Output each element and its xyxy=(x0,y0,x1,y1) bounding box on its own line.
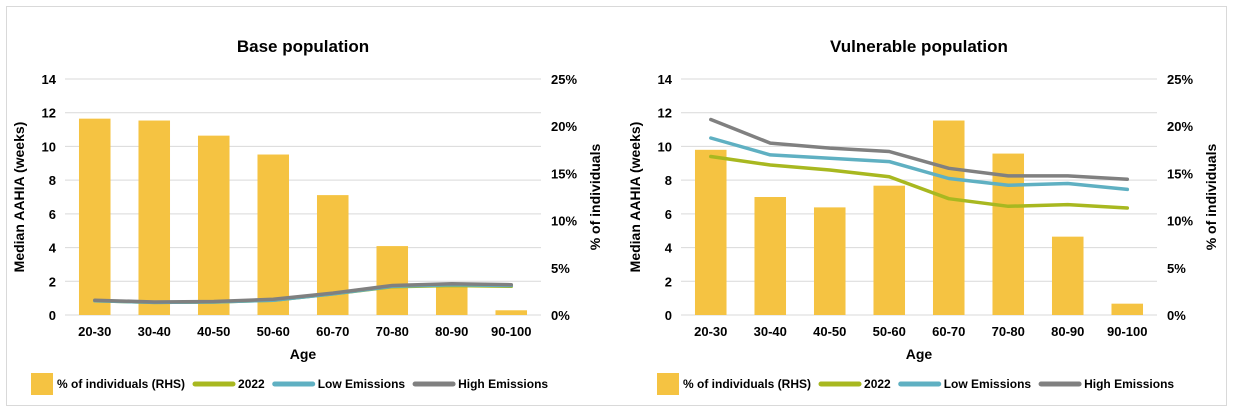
bar xyxy=(257,154,290,315)
x-tick-label: 20-30 xyxy=(694,324,727,339)
x-axis-title: Age xyxy=(906,346,933,362)
legend-label-high: High Emissions xyxy=(458,377,548,391)
bar xyxy=(873,185,906,315)
y2-tick-label: 10% xyxy=(1167,214,1193,229)
bar xyxy=(813,207,846,315)
bar xyxy=(1111,303,1144,315)
legend-label-2022: 2022 xyxy=(238,377,265,391)
y2-tick-label: 15% xyxy=(551,166,577,181)
x-tick-label: 90-100 xyxy=(491,324,531,339)
legend-label-low: Low Emissions xyxy=(318,377,406,391)
bar xyxy=(316,195,349,315)
x-tick-label: 60-70 xyxy=(316,324,349,339)
y2-tick-label: 20% xyxy=(551,119,577,134)
x-tick-label: 60-70 xyxy=(932,324,965,339)
y-tick-label: 10 xyxy=(658,139,672,154)
figure-border xyxy=(6,6,1227,406)
legend: % of individuals (RHS) 2022 Low Emissions H… xyxy=(657,373,1174,395)
series-line-high xyxy=(93,282,514,304)
legend-swatch-bars xyxy=(31,373,53,395)
legend-label-bars: % of individuals (RHS) xyxy=(57,377,185,391)
chart-title: Vulnerable population xyxy=(830,37,1008,56)
y2-tick-label: 0% xyxy=(551,308,570,323)
y2-tick-label: 0% xyxy=(1167,308,1186,323)
y-tick-label: 8 xyxy=(49,173,56,188)
legend-label-2022: 2022 xyxy=(864,377,891,391)
bar xyxy=(435,286,468,315)
y-axis-title: Median AAHIA (weeks) xyxy=(11,122,27,273)
y-axis-title: Median AAHIA (weeks) xyxy=(627,122,643,273)
x-tick-label: 20-30 xyxy=(78,324,111,339)
y2-axis-title: % of individuals xyxy=(587,144,603,251)
y-tick-label: 12 xyxy=(658,106,672,121)
bar xyxy=(376,246,409,315)
series-line-2022 xyxy=(709,154,1130,210)
chart-vulnerable-population: Vulnerable population 0 2 4 6 8 10 12 14 0% 5% 10% 1… xyxy=(627,37,1219,395)
series-line-low xyxy=(709,136,1130,192)
bar xyxy=(78,118,111,315)
y2-tick-label: 15% xyxy=(1167,166,1193,181)
y2-tick-label: 25% xyxy=(1167,72,1193,87)
series-line-high xyxy=(709,117,1130,182)
chart-title: Base population xyxy=(237,37,369,56)
x-tick-label: 30-40 xyxy=(138,324,171,339)
y-tick-label: 14 xyxy=(42,72,57,87)
x-tick-label: 30-40 xyxy=(754,324,787,339)
bar xyxy=(754,197,787,315)
bar xyxy=(197,135,230,315)
x-tick-label: 40-50 xyxy=(813,324,846,339)
bar xyxy=(495,310,528,315)
x-tick-label: 90-100 xyxy=(1107,324,1147,339)
y-tick-label: 10 xyxy=(42,139,56,154)
legend-label-low: Low Emissions xyxy=(944,377,1032,391)
y-tick-label: 0 xyxy=(665,308,672,323)
bar xyxy=(138,120,171,315)
y2-tick-label: 5% xyxy=(1167,261,1186,276)
bar xyxy=(992,153,1025,315)
bar xyxy=(1051,236,1084,315)
y2-axis-title: % of individuals xyxy=(1203,144,1219,251)
y-tick-label: 4 xyxy=(49,241,57,256)
y-tick-label: 2 xyxy=(665,274,672,289)
x-tick-label: 40-50 xyxy=(197,324,230,339)
y-tick-label: 2 xyxy=(49,274,56,289)
y-tick-label: 6 xyxy=(665,207,672,222)
legend-label-bars: % of individuals (RHS) xyxy=(683,377,811,391)
bar xyxy=(932,120,965,315)
y2-tick-label: 25% xyxy=(551,72,577,87)
legend-swatch-bars xyxy=(657,373,679,395)
x-tick-label: 70-80 xyxy=(992,324,1025,339)
x-tick-label: 70-80 xyxy=(376,324,409,339)
x-tick-label: 50-60 xyxy=(873,324,906,339)
legend-label-high: High Emissions xyxy=(1084,377,1174,391)
y-tick-label: 14 xyxy=(658,72,673,87)
y2-tick-label: 10% xyxy=(551,214,577,229)
y2-tick-label: 5% xyxy=(551,261,570,276)
bar xyxy=(694,149,727,315)
x-tick-label: 80-90 xyxy=(1051,324,1084,339)
y-tick-label: 4 xyxy=(665,241,673,256)
y-tick-label: 12 xyxy=(42,106,56,121)
x-axis-title: Age xyxy=(290,346,317,362)
x-tick-label: 80-90 xyxy=(435,324,468,339)
y2-tick-label: 20% xyxy=(1167,119,1193,134)
x-tick-label: 50-60 xyxy=(257,324,290,339)
y-tick-label: 6 xyxy=(49,207,56,222)
chart-base-population: Base population 0 2 4 6 8 10 12 14 0% 5% 10% 15% 20% 2… xyxy=(11,37,603,395)
legend: % of individuals (RHS) 2022 Low Emissions H… xyxy=(31,373,548,395)
y-tick-label: 0 xyxy=(49,308,56,323)
y-tick-label: 8 xyxy=(665,173,672,188)
